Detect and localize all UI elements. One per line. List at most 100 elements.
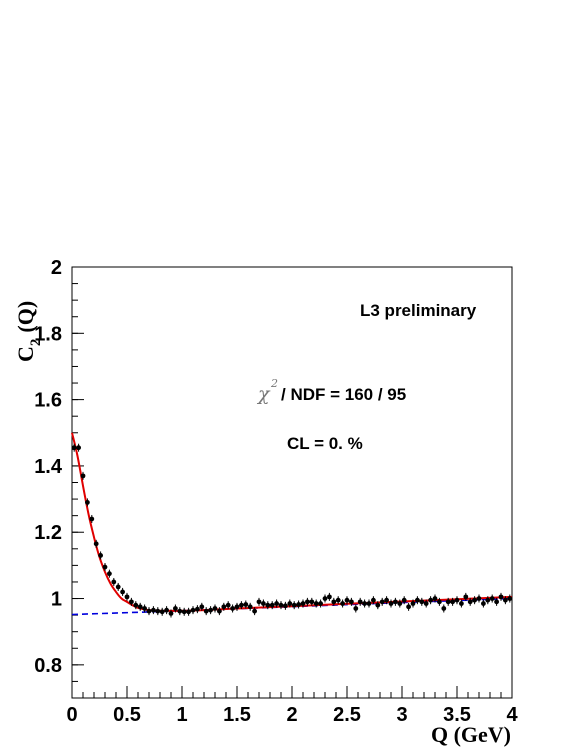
data-point	[494, 599, 499, 605]
x-tick-label: 4	[506, 704, 518, 726]
data-point	[498, 594, 504, 600]
data-point	[300, 601, 306, 606]
y-tick-label: 1	[51, 589, 62, 611]
data-point	[371, 597, 376, 603]
x-tick-label: 1	[176, 704, 187, 726]
y-tick-label: 1.4	[34, 456, 63, 478]
data-point	[247, 604, 253, 610]
y-axis-title-subscript: 2	[28, 339, 44, 347]
data-point	[102, 564, 108, 570]
data-point	[146, 608, 152, 614]
data-point	[335, 597, 341, 603]
data-point	[454, 597, 460, 603]
data-point	[168, 611, 174, 616]
data-point	[344, 597, 350, 603]
data-point	[120, 589, 125, 595]
x-tick-label: 2	[286, 704, 297, 726]
data-point	[164, 607, 170, 613]
data-point	[283, 603, 288, 609]
data-point	[379, 599, 385, 605]
data-point	[142, 606, 148, 611]
data-point	[384, 597, 389, 603]
data-point	[173, 606, 178, 611]
chi2-annotation: χ 2 / NDF = 160 / 95	[256, 377, 406, 405]
data-point	[208, 607, 214, 613]
data-point	[322, 596, 328, 601]
y-axis-title-rest: (Q)	[13, 301, 38, 333]
data-point	[243, 602, 249, 607]
data-point	[415, 597, 420, 603]
data-point	[287, 601, 293, 606]
data-point	[133, 602, 139, 608]
data-point	[230, 606, 236, 611]
data-point	[203, 608, 209, 614]
data-point	[305, 599, 310, 605]
data-point	[472, 597, 477, 603]
chi-symbol: χ	[256, 383, 271, 405]
fit-curves	[71, 432, 513, 616]
data-point	[269, 602, 275, 608]
data-point	[327, 594, 332, 600]
data-point	[485, 597, 491, 603]
data-point	[349, 599, 354, 605]
data-point	[331, 599, 337, 605]
data-point	[291, 602, 297, 608]
data-point	[406, 604, 411, 610]
data-point	[507, 596, 513, 601]
data-point	[217, 608, 222, 614]
data-point	[111, 579, 117, 585]
data-point	[252, 608, 257, 614]
data-point	[318, 601, 323, 606]
data-point	[261, 601, 266, 606]
y-tick-label: 0.8	[34, 655, 62, 677]
data-point	[265, 602, 271, 608]
data-point	[357, 599, 363, 605]
data-point	[212, 606, 218, 611]
data-point	[80, 473, 86, 479]
data-point	[89, 516, 95, 522]
data-point	[450, 599, 455, 605]
data-point	[366, 601, 372, 606]
data-point	[181, 609, 187, 615]
data-point	[225, 602, 231, 608]
data-point	[481, 601, 486, 606]
data-point	[419, 599, 425, 605]
data-point	[274, 601, 279, 606]
x-tick-label: 2.5	[333, 704, 361, 726]
data-point	[239, 602, 244, 608]
data-point	[401, 597, 407, 603]
data-point	[445, 599, 451, 605]
data-point	[467, 599, 473, 605]
y-axis-title-main: C2 (Q)	[13, 301, 44, 362]
data-point	[256, 599, 262, 605]
data-point	[432, 596, 438, 601]
data-point	[98, 553, 103, 558]
data-point	[393, 599, 398, 605]
y-tick-label: 1.8	[34, 323, 62, 345]
x-tick-label: 1.5	[223, 704, 251, 726]
data-point	[124, 594, 130, 600]
data-point	[278, 602, 284, 608]
data-point	[340, 601, 345, 606]
data-point	[388, 601, 394, 606]
data-point	[155, 608, 161, 614]
plot-frame	[71, 266, 513, 699]
data-point	[362, 601, 367, 606]
y-axis-title: C2 (Q)	[13, 301, 44, 362]
data-point	[137, 604, 143, 610]
data-point	[397, 601, 403, 606]
data-point	[71, 445, 77, 451]
x-tick-labels: 0 0.5 1 1.5 2 2.5 3 3.5 4	[66, 704, 518, 726]
x-tick-label: 3	[396, 704, 407, 726]
data-points	[71, 443, 513, 618]
data-point	[159, 609, 165, 615]
data-point	[476, 596, 482, 601]
y-axis-title-letter: C	[13, 346, 38, 362]
fit-curve	[71, 432, 513, 612]
data-point	[503, 597, 508, 603]
data-point	[221, 604, 227, 610]
data-point	[463, 594, 469, 600]
y-tick-label: 2	[51, 257, 62, 279]
experiment-label: L3 preliminary	[360, 301, 477, 320]
